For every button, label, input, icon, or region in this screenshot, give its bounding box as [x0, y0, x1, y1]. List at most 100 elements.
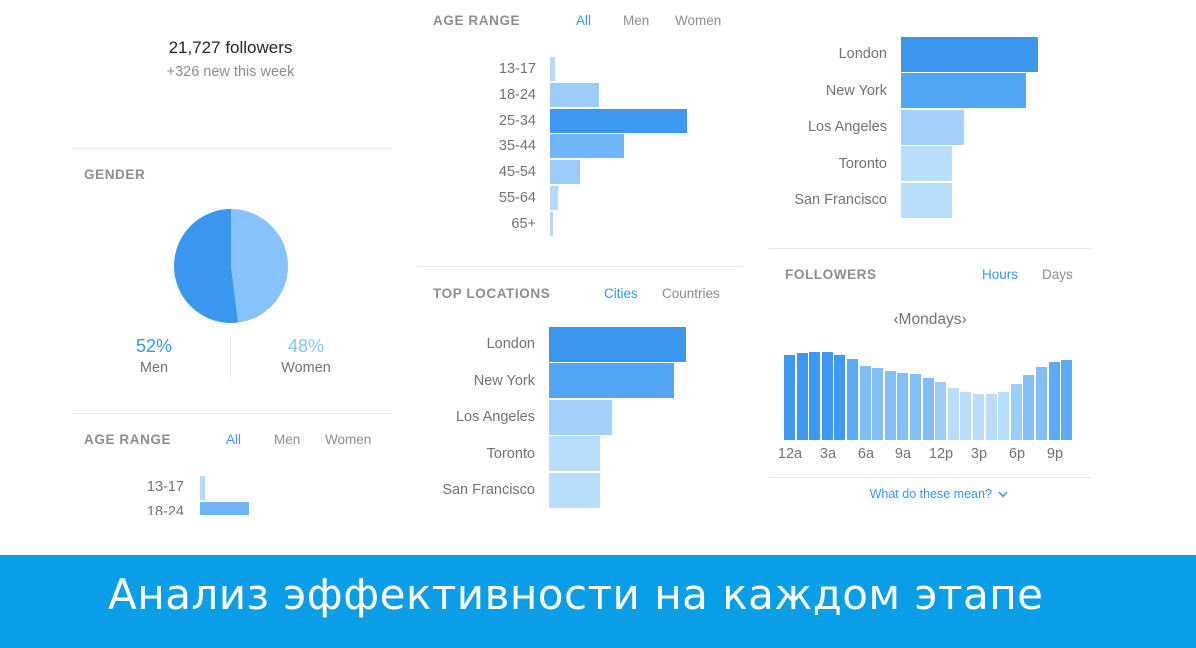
location-bar — [549, 472, 600, 508]
women-percent: 48% — [287, 336, 325, 356]
men-label: Men — [139, 360, 169, 376]
location-label: New York — [825, 82, 887, 99]
location-bar — [901, 109, 964, 145]
followers-title: FOLLOWERS — [785, 267, 877, 282]
top-locations-title: TOP LOCATIONS — [433, 286, 551, 301]
age-label: 35-44 — [498, 138, 536, 155]
age-label: 45-54 — [498, 164, 536, 181]
hour-label: 6a — [857, 446, 875, 462]
chevron-down-icon[interactable] — [998, 491, 1008, 498]
location-bar — [901, 146, 952, 182]
hour-bar — [885, 371, 896, 440]
location-label: Los Angeles — [455, 409, 535, 426]
hour-label: 12p — [928, 446, 954, 462]
banner-text: Анализ эффективности на каждом этапе — [108, 570, 1044, 619]
location-label: Los Angeles — [807, 119, 887, 136]
age-bar — [550, 82, 599, 107]
location-bar — [549, 399, 612, 435]
chevron-left-icon[interactable]: ‹ — [893, 311, 899, 328]
followers-hourly-chart — [784, 345, 1076, 440]
top-locations-chart-right: London New York Los Angeles Toronto San Fran… — [766, 36, 1096, 222]
divider — [72, 148, 392, 149]
tab-age-men-left[interactable]: Men — [274, 432, 301, 447]
age-range-title: AGE RANGE — [433, 13, 521, 28]
hour-bar — [809, 352, 820, 440]
hour-bar — [1049, 362, 1060, 440]
age-range-title-left: AGE RANGE — [84, 432, 172, 447]
age-label: 13-17 — [498, 60, 536, 77]
location-bar — [549, 436, 600, 472]
age-bar — [550, 108, 687, 133]
hour-axis: 12a 3a 6a 9a 12p 3p 6p 9p — [774, 446, 1084, 464]
hour-bar — [860, 366, 871, 440]
hour-label: 12a — [777, 446, 803, 462]
location-label: London — [486, 336, 535, 353]
hour-bar — [910, 374, 921, 440]
location-label: Toronto — [838, 155, 887, 172]
divider — [769, 248, 1091, 249]
banner — [0, 555, 1196, 648]
tab-age-women-left[interactable]: Women — [325, 432, 372, 447]
gender-separator — [230, 336, 231, 378]
tab-age-all-left[interactable]: All — [226, 432, 242, 447]
day-label: Mondays — [898, 311, 962, 328]
divider — [418, 266, 742, 267]
new-followers-week: +326 new this week — [166, 64, 295, 80]
hour-bar — [923, 378, 934, 440]
help-link[interactable]: What do these mean? — [769, 487, 1109, 501]
location-bar — [549, 363, 674, 399]
hour-bar — [935, 382, 946, 440]
hour-bar — [784, 355, 795, 440]
tab-hours[interactable]: Hours — [982, 267, 1019, 282]
divider — [769, 477, 1091, 478]
tab-age-women[interactable]: Women — [675, 13, 722, 28]
age-range-left-clip: 13-17 18-24 — [0, 470, 392, 515]
age-bar — [550, 211, 553, 236]
hour-bar — [847, 359, 858, 440]
age-range-chart: 13-17 18-24 25-34 35-44 45-54 55-64 65+ — [414, 56, 744, 242]
gender-title: GENDER — [84, 167, 146, 182]
hour-label: 3p — [970, 446, 988, 462]
hour-bar — [797, 353, 808, 440]
hour-bar — [1011, 384, 1022, 440]
hour-label: 3a — [819, 446, 837, 462]
location-bar — [901, 36, 1038, 72]
location-bar — [901, 182, 952, 218]
hour-bar — [986, 394, 997, 440]
age-tick: 13-17 — [146, 479, 184, 495]
followers-count: 21,727 followers — [168, 38, 293, 57]
gender-pie-chart — [174, 209, 288, 323]
divider — [72, 413, 392, 414]
men-percent: 52% — [135, 336, 173, 356]
age-label: 25-34 — [498, 112, 536, 129]
day-selector[interactable]: ‹Mondays› — [880, 311, 980, 329]
tab-days[interactable]: Days — [1042, 267, 1073, 282]
age-label: 55-64 — [498, 189, 536, 206]
tab-age-men[interactable]: Men — [623, 13, 650, 28]
age-bar — [550, 134, 624, 159]
tab-countries[interactable]: Countries — [662, 286, 720, 301]
hour-label: 6p — [1008, 446, 1026, 462]
hour-bar — [822, 352, 833, 440]
tab-cities[interactable]: Cities — [604, 286, 638, 301]
location-label: San Francisco — [794, 192, 887, 209]
hour-bar — [960, 392, 971, 440]
location-label: Toronto — [486, 445, 535, 462]
pie-slice-women — [231, 209, 288, 323]
hour-label: 9p — [1046, 446, 1064, 462]
help-link-text[interactable]: What do these mean? — [869, 487, 992, 501]
location-bar — [549, 326, 686, 362]
age-label: 18-24 — [498, 86, 536, 103]
pie-slice-men — [174, 209, 239, 323]
age-bar — [200, 502, 249, 515]
age-tick: 18-24 — [146, 504, 184, 515]
chevron-right-icon[interactable]: › — [961, 311, 967, 328]
location-label: London — [838, 46, 887, 63]
age-label: 65+ — [511, 215, 536, 232]
hour-bar — [872, 368, 883, 440]
hour-label: 9a — [894, 446, 912, 462]
tab-age-all[interactable]: All — [576, 13, 592, 28]
hour-bar — [998, 392, 1009, 440]
location-label: San Francisco — [442, 482, 535, 499]
location-label: New York — [473, 372, 535, 389]
